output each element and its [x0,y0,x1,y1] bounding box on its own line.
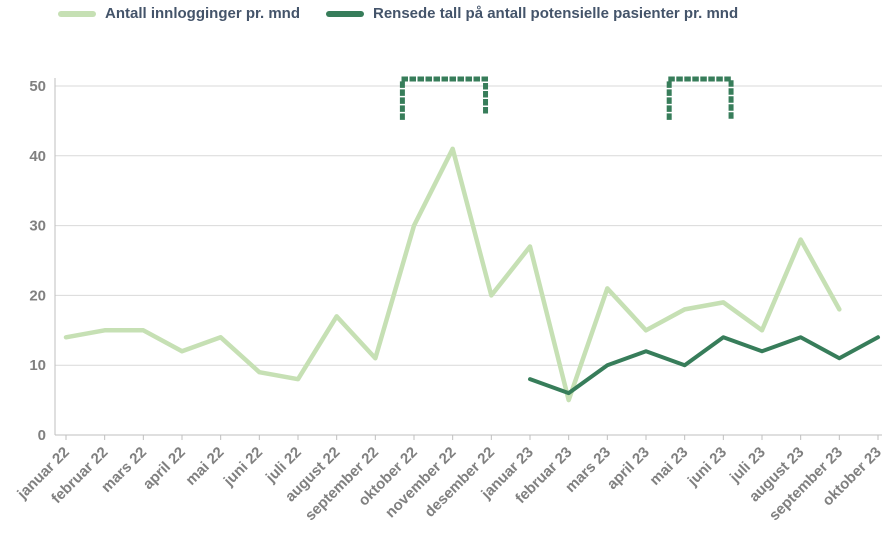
legend-item-rensede-tall: Rensede tall på antall potensielle pasie… [326,5,738,22]
y-axis-label: 20 [29,287,46,304]
y-axis-label: 10 [29,357,46,374]
legend-item-innlogginger: Antall innlogginger pr. mnd [58,5,300,22]
legend-swatch [58,10,96,17]
dashed-highlight-bracket [666,76,734,120]
x-axis-label: april 22 [140,444,189,493]
y-axis-label: 30 [29,218,46,235]
legend-label: Antall innlogginger pr. mnd [105,5,300,22]
y-axis-label: 0 [38,427,46,444]
x-axis-label: mai 22 [182,444,227,489]
legend-swatch [326,10,364,17]
legend: Antall innlogginger pr. mnd Rensede tall… [58,5,738,22]
series-line-1 [63,146,842,403]
series-line-2 [528,335,880,396]
y-axis-label: 40 [29,148,46,165]
y-axis-label: 50 [29,78,46,95]
x-axis-label: mai 23 [646,444,691,489]
x-axis-label: juni 22 [220,444,266,490]
legend-label: Rensede tall på antall potensielle pasie… [373,5,739,22]
x-axis-label: juni 23 [684,444,730,490]
x-axis-label: april 23 [604,444,653,493]
dashed-highlight-bracket [399,76,489,120]
